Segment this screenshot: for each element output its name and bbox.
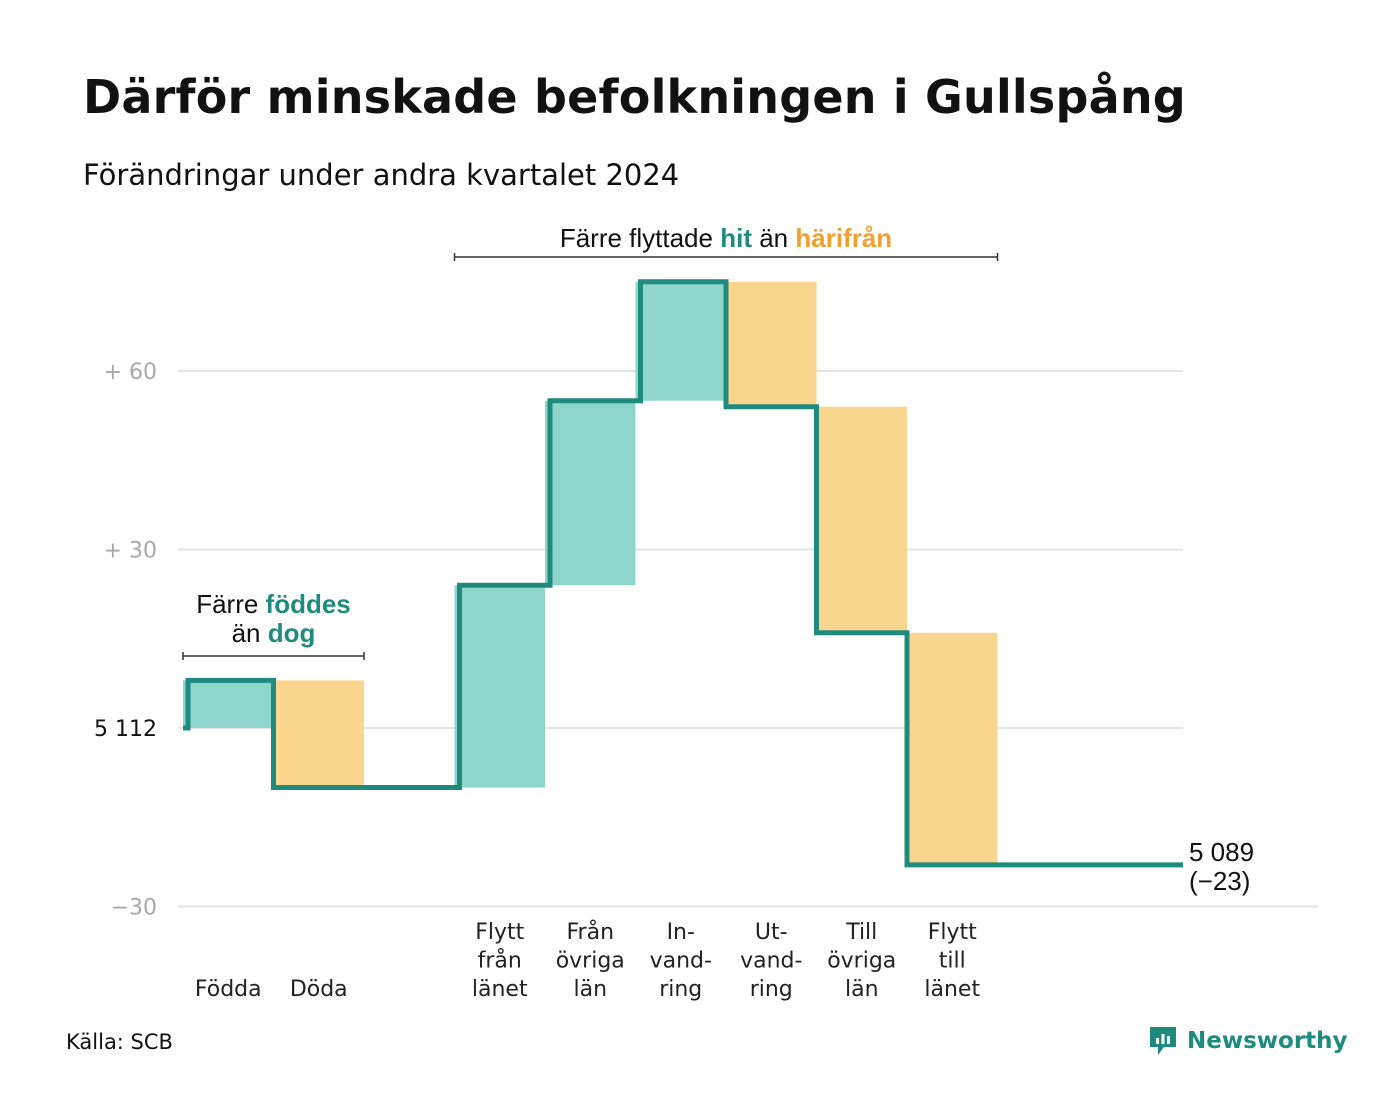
chart-subtitle: Förändringar under andra kvartalet 2024 [83,158,680,192]
category-label: länet [472,977,528,1002]
annotation-part: än [232,618,268,648]
category-label: Ut- [755,920,788,945]
newsworthy-logo-icon [1150,1027,1176,1055]
y-tick-label: + 30 [104,539,157,564]
category-label: ring [750,977,793,1002]
annotation-text: Färre föddes [196,589,351,619]
category-label: övriga [556,949,625,974]
bar-inflow [454,585,545,788]
category-label: till [939,949,966,974]
annotation-part: än [752,223,795,253]
gridlines [178,370,1318,908]
category-label: Födda [195,977,262,1002]
annotation-part: Färre [196,589,265,619]
annotation-part: hit [720,223,752,253]
source-note: Källa: SCB [66,1030,173,1054]
annotation-text: Färre flyttade hit än härifrån [560,223,892,253]
category-labels: Födda Döda Flytt från länet Från övriga län In-v… [195,919,981,1002]
annotation-text: än dog [232,618,316,648]
bar-outflow [907,632,998,865]
category-label: vand- [740,949,802,974]
category-label: länet [924,977,980,1002]
bar-outflow [726,281,817,407]
bar-outflow [273,680,364,788]
end-value-label: 5 089 [1189,837,1254,867]
bar-inflow [183,680,274,728]
bars [183,281,998,865]
category-label: Flytt [928,920,977,945]
annotation-part: härifrån [795,223,892,253]
category-label: från [478,948,522,974]
chart-title: Därför minskade befolkningen i Gullspång [83,70,1186,124]
step-line [183,279,1183,868]
category-label: län [573,977,607,1002]
bar-outflow [816,406,907,633]
bar-inflow [545,400,636,586]
annotation-part: Färre flyttade [560,223,720,253]
category-label: Flytt [475,920,524,945]
end-change-label: (−23) [1189,866,1250,896]
bar-inflow [635,281,726,401]
brand-name: Newsworthy [1187,1028,1348,1054]
category-label: vand- [650,949,712,974]
category-label: Till [845,920,877,945]
y-tick-label: −30 [111,896,157,921]
y-tick-label: 5 112 [94,717,157,742]
category-label: In- [667,920,695,945]
brand-logo: Newsworthy [1147,1024,1348,1058]
category-label: Döda [290,977,348,1002]
category-label: Från [566,919,614,945]
category-label: övriga [827,949,896,974]
category-label: ring [659,977,702,1002]
annotation-part: dog [268,618,316,648]
category-label: län [845,977,879,1002]
annotation-part: föddes [266,589,351,619]
y-tick-label: + 60 [104,360,157,385]
y-tick-labels: −30 5 112 + 30 + 60 [94,360,157,921]
